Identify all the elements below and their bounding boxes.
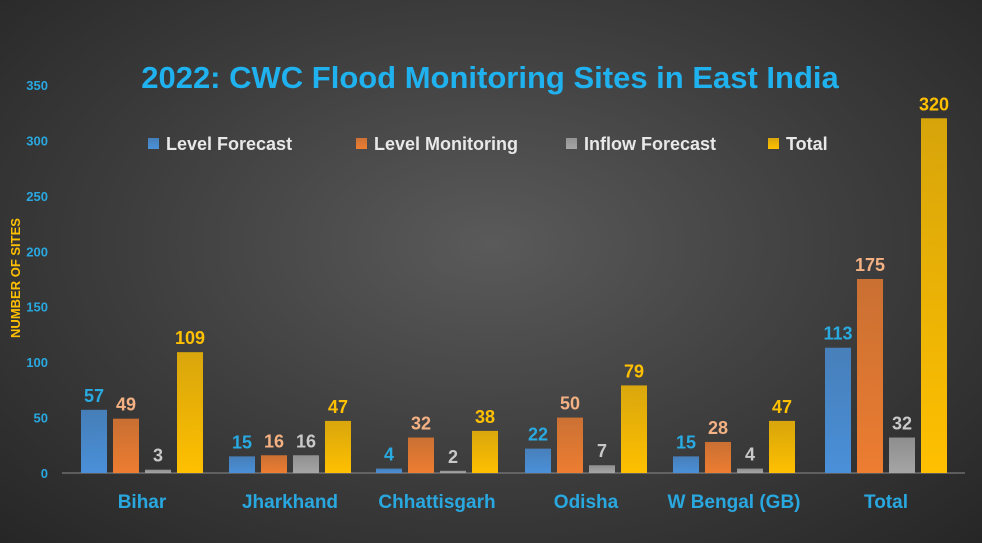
data-label: 57 [84,386,104,406]
bar [293,455,319,473]
legend-swatch [566,138,577,149]
y-tick-label: 300 [26,133,48,148]
y-tick-label: 50 [34,411,48,426]
y-axis-label: NUMBER OF SITES [8,218,23,338]
bar [145,469,171,473]
x-category-label: Total [864,492,908,513]
legend-label: Level Forecast [166,134,292,154]
data-label: 28 [708,418,728,438]
y-tick-label: 350 [26,78,48,93]
data-label: 16 [264,431,284,451]
x-category-label: W Bengal (GB) [668,492,801,513]
data-label: 15 [232,432,252,452]
x-category-label: Chhattisgarh [378,492,495,513]
bar [472,430,498,473]
data-label: 3 [153,446,163,466]
bar [81,409,107,473]
bar [408,437,434,473]
data-label: 38 [475,407,495,427]
bar [889,437,915,473]
bar [737,468,763,473]
bar [325,420,351,473]
legend-swatch [356,138,367,149]
legend-label: Total [786,134,828,154]
data-label: 7 [597,441,607,461]
y-tick-label: 250 [26,189,48,204]
data-label: 16 [296,431,316,451]
data-label: 47 [328,397,348,417]
data-label: 320 [919,94,949,114]
data-label: 4 [384,445,394,465]
bar [825,347,851,473]
bar [857,279,883,473]
bar [440,470,466,473]
legend-label: Inflow Forecast [584,134,716,154]
data-label: 15 [676,432,696,452]
chart-title: 2022: CWC Flood Monitoring Sites in East… [141,60,839,95]
bar [376,468,402,473]
y-tick-label: 0 [41,466,48,481]
bar [673,456,699,473]
data-label: 2 [448,447,458,467]
x-category-label: Odisha [554,492,619,513]
data-label: 49 [116,395,136,415]
data-label: 32 [411,414,431,434]
bar [705,441,731,473]
x-category-label: Bihar [118,492,167,513]
bar [557,417,583,473]
data-label: 113 [823,324,852,344]
y-tick-label: 100 [26,355,48,370]
bar [261,455,287,473]
data-label: 22 [528,425,548,445]
bar [621,385,647,473]
data-label: 47 [772,397,792,417]
bar [525,448,551,473]
data-label: 4 [745,445,755,465]
y-tick-label: 150 [26,300,48,315]
bar [589,465,615,473]
bar [113,418,139,473]
legend-label: Level Monitoring [374,134,518,154]
data-label: 109 [175,328,205,348]
y-tick-label: 200 [26,244,48,259]
data-label: 175 [855,255,885,275]
x-category-label: Jharkhand [242,492,338,513]
bar [769,420,795,473]
bar [229,456,255,473]
data-label: 32 [892,414,912,434]
legend-swatch [148,138,159,149]
data-label: 50 [560,394,580,414]
data-label: 79 [624,361,644,381]
legend-swatch [768,138,779,149]
bar [177,352,203,473]
bar [921,118,947,473]
